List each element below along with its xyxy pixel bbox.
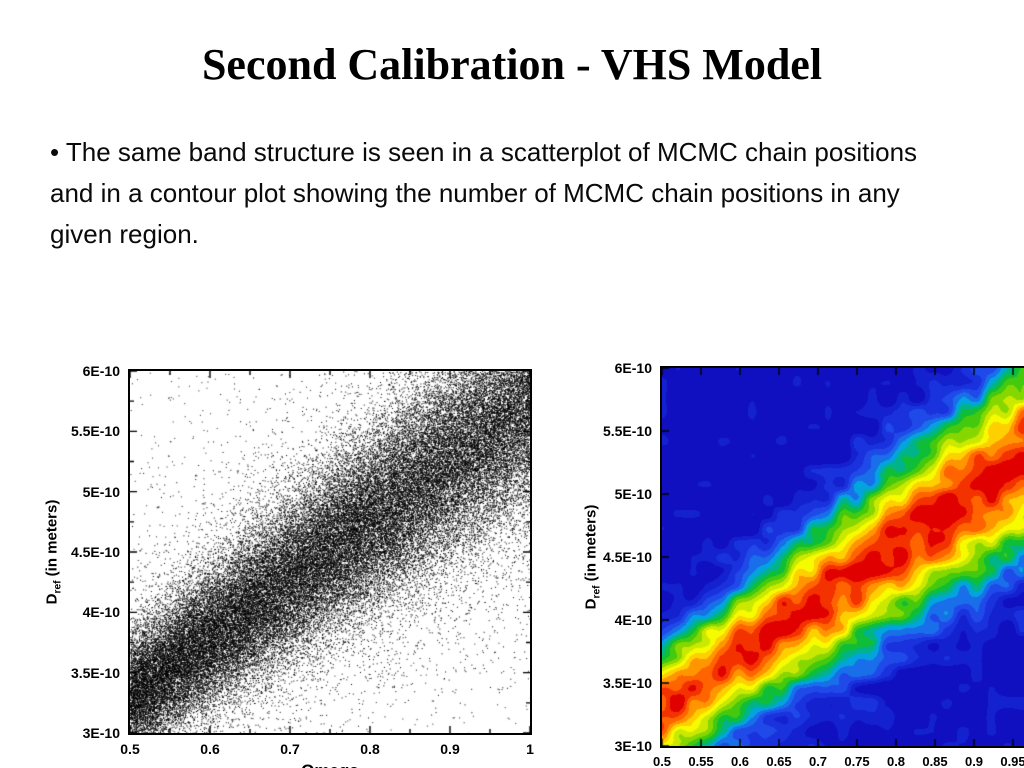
contour-x-tick-label: 0.65 [766, 754, 792, 768]
contour-x-tick-label: 0.85 [922, 754, 948, 768]
scatter-chart: Dref (in meters) 6E-10 5.5E-10 5E-10 4.5E-1… [40, 346, 550, 768]
contour-y-tick-label: 5.5E-10 [602, 423, 652, 439]
scatter-y-tick-label: 6E-10 [82, 363, 120, 379]
contour-x-tick-label: 0.95 [1000, 754, 1024, 768]
scatter-x-tick-label: 0.9 [440, 741, 460, 757]
contour-plot-frame [660, 366, 1024, 748]
contour-x-tick-label: 0.6 [730, 754, 750, 768]
contour-y-tick-label: 4E-10 [614, 612, 652, 628]
scatter-x-axis-title: Omega [130, 761, 530, 768]
scatter-x-tick-label: 0.6 [200, 741, 220, 757]
scatter-y-tick-label: 3E-10 [82, 725, 120, 741]
bullet-text: • The same band structure is seen in a s… [50, 137, 918, 249]
scatter-y-tick-label: 4E-10 [82, 604, 120, 621]
contour-y-tick-label: 3.5E-10 [602, 675, 652, 691]
contour-y-tick-label: 5E-10 [614, 486, 652, 502]
contour-x-tick-label: 0.8 [886, 754, 906, 768]
contour-x-tick-labels: 0.50.550.60.650.70.750.80.850.90.951 [653, 751, 1024, 768]
contour-x-tick-label: 0.75 [844, 754, 870, 768]
contour-chart: Dref (in meters) 6E-10 5.5E-10 5E-10 4.5E-1… [575, 339, 1024, 768]
scatter-x-tick-label: 0.5 [120, 741, 140, 757]
scatter-x-tick-labels: 0.5 0.6 0.7 0.8 0.9 1 [120, 738, 534, 757]
contour-y-tick-label: 6E-10 [614, 360, 652, 376]
contour-y-tick-label: 4.5E-10 [602, 549, 652, 565]
scatter-y-tick-label: 5.5E-10 [70, 423, 120, 440]
contour-x-tick-label: 0.55 [688, 754, 714, 768]
contour-y-tick-labels: 6E-10 5.5E-10 5E-10 4.5E-10 4E-10 3.5E-10 3E-1… [575, 360, 656, 754]
scatter-y-tick-label: 4.5E-10 [70, 544, 120, 560]
scatter-y-tick-label: 3.5E-10 [70, 664, 120, 681]
scatter-x-tick-label: 1 [526, 741, 534, 757]
contour-x-tick-label: 0.9 [964, 754, 984, 768]
scatter-x-tick-label: 0.8 [360, 741, 380, 757]
contour-x-tick-label: 0.7 [808, 754, 828, 768]
scatter-x-tick-label: 0.7 [280, 741, 300, 757]
scatter-plot-canvas [130, 371, 530, 733]
contour-y-tick-label: 3E-10 [614, 738, 652, 754]
scatter-y-tick-label: 5E-10 [82, 483, 120, 500]
contour-plot-canvas [662, 368, 1024, 746]
scatter-plot-frame [128, 369, 532, 735]
scatter-y-tick-labels: 6E-10 5.5E-10 5E-10 4.5E-10 4E-10 3.5E-10 3E-1… [40, 363, 124, 741]
page-title: Second Calibration - VHS Model [201, 40, 823, 90]
contour-x-tick-label: 0.5 [652, 754, 672, 768]
